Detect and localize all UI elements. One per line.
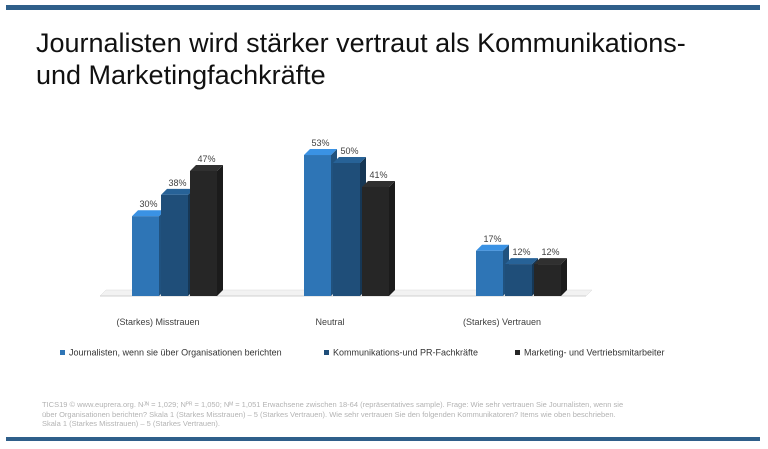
legend-item-pr-fachkraefte: Kommunikations-und PR-Fachkräfte bbox=[324, 347, 478, 358]
footnote-line-1: TICS19 © www.euprera.org. Nᴶᴺ = 1,029; N… bbox=[42, 400, 624, 409]
bar-neutral-marketing bbox=[362, 186, 389, 296]
bar-top-starkes-misstrauen-kommunikations-und bbox=[161, 188, 194, 195]
legend-label: Kommunikations-und PR-Fachkräfte bbox=[333, 347, 479, 358]
bar-starkes-misstrauen-marketing bbox=[190, 170, 217, 296]
category-label-neutral: Neutral bbox=[315, 317, 344, 327]
bar-top-starkes-vertrauen-journalisten bbox=[476, 244, 509, 251]
data-label-starkes-vertrauen-journalisten: 17% bbox=[483, 234, 501, 244]
bar-top-starkes-misstrauen-marketing bbox=[190, 164, 223, 171]
bar-neutral-journalisten bbox=[304, 155, 331, 296]
bar-starkes-misstrauen-kommunikations-und bbox=[161, 194, 188, 296]
footnote-line-3: Skala 1 (Starkes Misstrauen) – 5 (Starke… bbox=[42, 419, 220, 428]
title-line-2: und Marketingfachkräfte bbox=[36, 60, 326, 90]
footnote: TICS19 © www.euprera.org. Nᴶᴺ = 1,029; N… bbox=[42, 400, 722, 429]
legend-label: Marketing- und Vertriebsmitarbeiter bbox=[524, 347, 665, 358]
bar-top-starkes-vertrauen-marketing bbox=[534, 258, 567, 265]
legend-swatch-pr-fachkraefte bbox=[324, 350, 329, 356]
footnote-line-2: über Organisationen berichten? Skala 1 (… bbox=[42, 409, 616, 419]
legend-swatch-marketing bbox=[515, 350, 520, 356]
bar-top-neutral-kommunikations-und bbox=[333, 157, 366, 163]
bar-neutral-kommunikations-und bbox=[333, 163, 360, 296]
legend-item-marketing: Marketing- und Vertriebsmitarbeiter bbox=[515, 347, 665, 358]
data-label-neutral-kommunikations-und: 50% bbox=[340, 146, 358, 156]
category-label-starkes-vertrauen: (Starkes) Vertrauen bbox=[463, 317, 541, 327]
data-label-neutral-marketing: 41% bbox=[369, 170, 387, 180]
bar-starkes-vertrauen-marketing bbox=[534, 264, 561, 296]
bar-side-neutral-marketing bbox=[389, 180, 395, 296]
top-divider bbox=[6, 5, 760, 10]
legend-label: Journalisten, wenn sie über Organisation… bbox=[69, 347, 282, 358]
bar-side-starkes-vertrauen-marketing bbox=[561, 258, 567, 296]
data-label-neutral-journalisten: 53% bbox=[311, 138, 329, 148]
data-label-starkes-misstrauen-journalisten: 30% bbox=[139, 199, 157, 209]
title-line-1: Journalisten wird stärker vertraut als K… bbox=[36, 28, 686, 58]
bar-top-starkes-misstrauen-journalisten bbox=[132, 210, 165, 217]
page-title: Journalisten wird stärker vertraut als K… bbox=[36, 27, 756, 91]
bar-side-starkes-misstrauen-marketing bbox=[217, 164, 223, 296]
bar-starkes-vertrauen-journalisten bbox=[476, 250, 503, 296]
data-label-starkes-misstrauen-marketing: 47% bbox=[197, 154, 215, 164]
data-label-starkes-vertrauen-kommunikations-und: 12% bbox=[512, 247, 530, 257]
bar-top-neutral-journalisten bbox=[304, 149, 337, 156]
data-label-starkes-vertrauen-marketing: 12% bbox=[541, 247, 559, 257]
bar-top-neutral-marketing bbox=[362, 180, 395, 187]
data-label-starkes-misstrauen-kommunikations-und: 38% bbox=[168, 178, 186, 188]
bottom-divider bbox=[6, 437, 760, 441]
bar-starkes-vertrauen-kommunikations-und bbox=[505, 264, 532, 296]
legend-item-journalisten: Journalisten, wenn sie über Organisation… bbox=[60, 347, 282, 358]
legend-swatch-journalisten bbox=[60, 350, 65, 356]
bar-top-starkes-vertrauen-kommunikations-und bbox=[505, 258, 538, 265]
bar-starkes-misstrauen-journalisten bbox=[132, 216, 159, 296]
category-label-starkes-misstrauen: (Starkes) Misstrauen bbox=[116, 317, 199, 327]
